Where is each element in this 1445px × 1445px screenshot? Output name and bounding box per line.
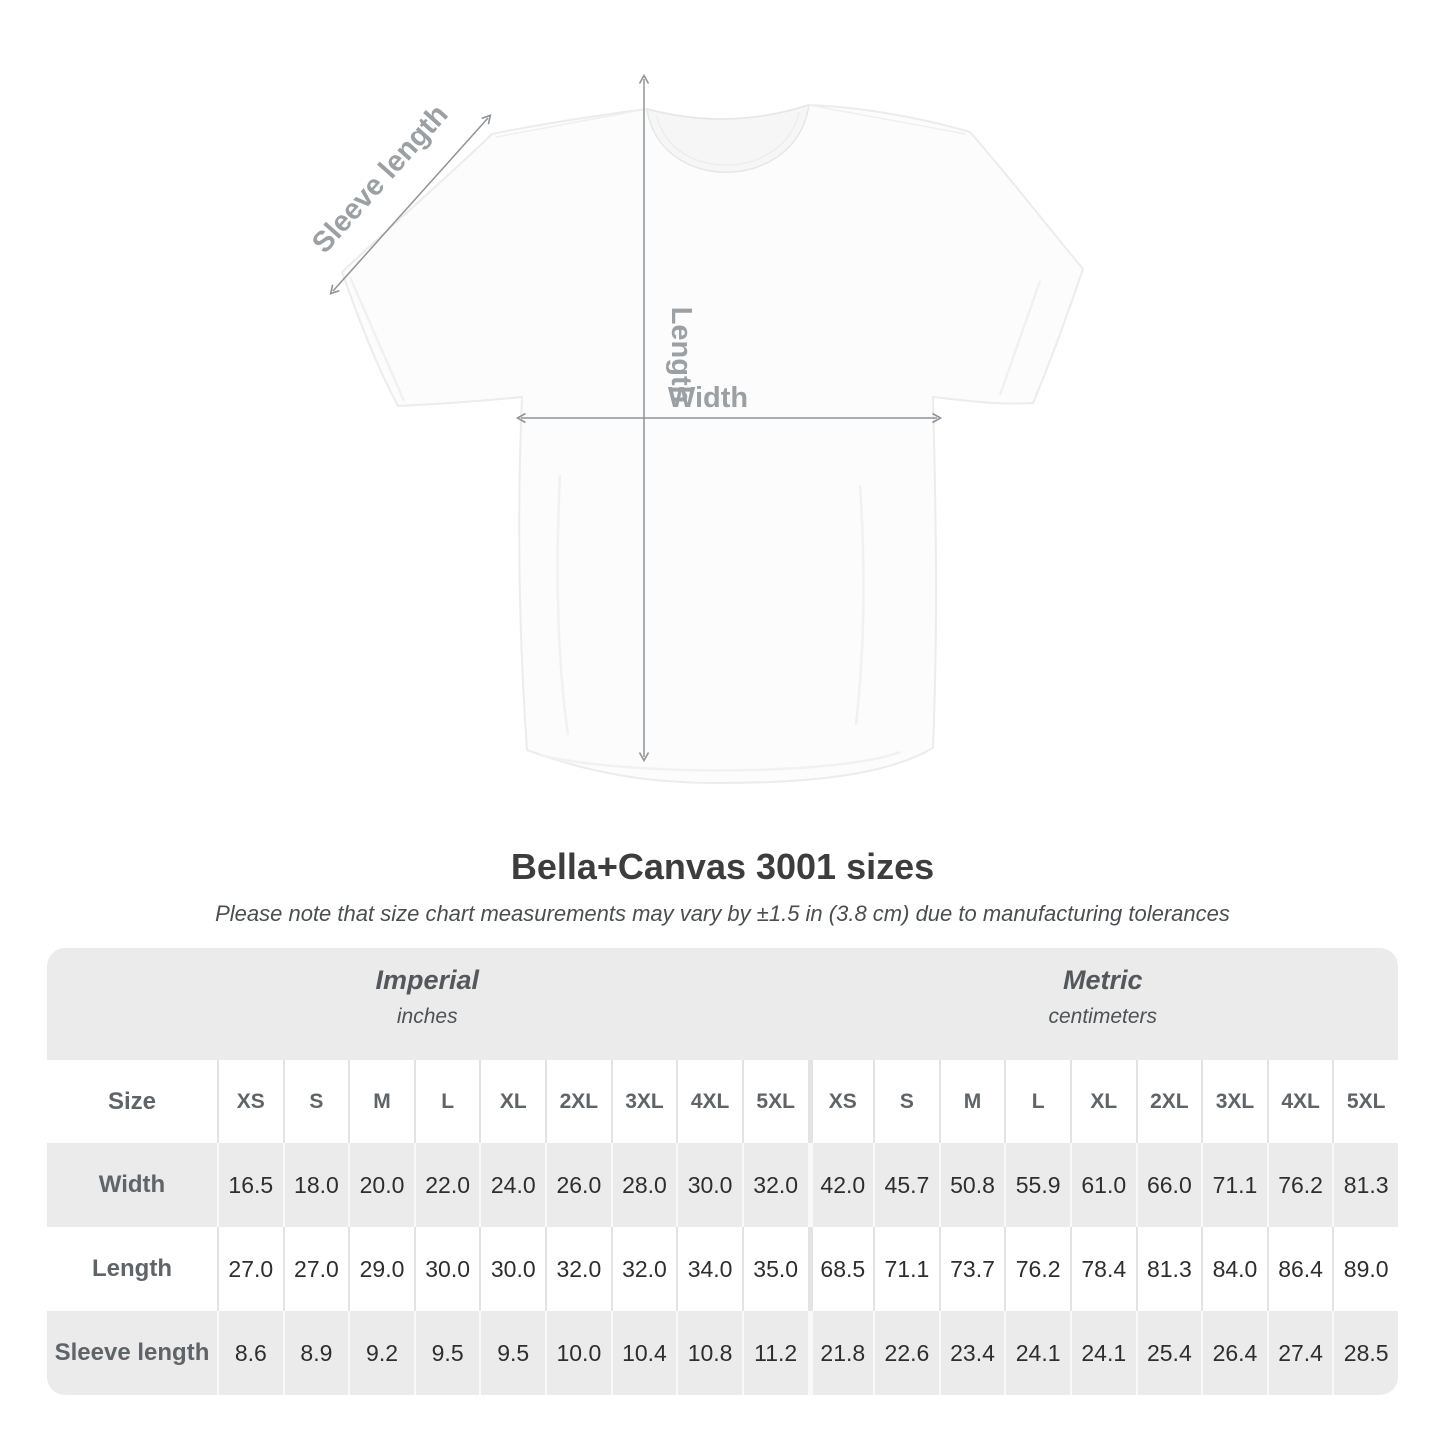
size-col-imperial: L bbox=[413, 1060, 480, 1143]
length-metric-value: 81.3 bbox=[1135, 1227, 1202, 1311]
width-metric-value: 66.0 bbox=[1135, 1143, 1202, 1227]
sleeve-metric-value: 23.4 bbox=[938, 1311, 1005, 1395]
sleeve-imperial-value: 10.4 bbox=[610, 1311, 677, 1395]
length-metric-value: 76.2 bbox=[1004, 1227, 1070, 1311]
length-imperial-value: 35.0 bbox=[741, 1227, 808, 1311]
sleeve-metric-value: 25.4 bbox=[1135, 1311, 1202, 1395]
size-col-metric: 2XL bbox=[1135, 1060, 1202, 1143]
row-label: Width bbox=[47, 1143, 217, 1227]
sleeve-metric-value: 24.1 bbox=[1004, 1311, 1070, 1395]
size-col-metric: S bbox=[873, 1060, 939, 1143]
sleeve-metric-value: 26.4 bbox=[1201, 1311, 1267, 1395]
size-col-imperial: 3XL bbox=[610, 1060, 677, 1143]
page-title: Bella+Canvas 3001 sizes bbox=[510, 846, 935, 887]
width-metric-value: 81.3 bbox=[1332, 1143, 1398, 1227]
width-metric-value: 76.2 bbox=[1266, 1143, 1333, 1227]
sleeve-imperial-value: 8.6 bbox=[217, 1311, 283, 1395]
size-col-metric: XS bbox=[807, 1060, 874, 1143]
size-col-metric: 3XL bbox=[1201, 1060, 1267, 1143]
size-col-imperial: 2XL bbox=[545, 1060, 611, 1143]
width-imperial-value: 28.0 bbox=[610, 1143, 677, 1227]
sleeve-imperial-value: 11.2 bbox=[741, 1311, 808, 1395]
sleeve-imperial-value: 9.2 bbox=[348, 1311, 414, 1395]
length-metric-value: 89.0 bbox=[1332, 1227, 1398, 1311]
width-imperial-value: 16.5 bbox=[217, 1143, 283, 1227]
width-imperial-value: 20.0 bbox=[348, 1143, 414, 1227]
length-imperial-value: 34.0 bbox=[676, 1227, 742, 1311]
length-imperial-value: 27.0 bbox=[282, 1227, 349, 1311]
size-header-cell: Size bbox=[47, 1060, 217, 1143]
width-metric-value: 71.1 bbox=[1201, 1143, 1267, 1227]
size-col-metric: XL bbox=[1069, 1060, 1136, 1143]
width-metric-value: 45.7 bbox=[873, 1143, 939, 1227]
length-imperial-value: 32.0 bbox=[610, 1227, 677, 1311]
imperial-label: Imperial bbox=[375, 965, 480, 995]
width-metric-value: 50.8 bbox=[938, 1143, 1005, 1227]
sleeve-imperial-value: 10.8 bbox=[676, 1311, 742, 1395]
tshirt-image bbox=[341, 103, 1084, 784]
width-metric-value: 42.0 bbox=[807, 1143, 874, 1227]
row-label: Length bbox=[47, 1227, 217, 1311]
length-metric-value: 78.4 bbox=[1069, 1227, 1136, 1311]
length-metric-value: 71.1 bbox=[873, 1227, 939, 1311]
tshirt-measurement-diagram: Sleeve length Length Width bbox=[306, 73, 1084, 784]
length-metric-value: 68.5 bbox=[807, 1227, 874, 1311]
size-col-imperial: S bbox=[282, 1060, 349, 1143]
width-metric-value: 61.0 bbox=[1069, 1143, 1136, 1227]
size-col-metric: 5XL bbox=[1332, 1060, 1398, 1143]
metric-unit: centimeters bbox=[1048, 1005, 1158, 1028]
size-col-imperial: 4XL bbox=[676, 1060, 742, 1143]
imperial-unit: inches bbox=[396, 1005, 458, 1028]
size-table: Imperial inches Metric centimeters Size … bbox=[47, 948, 1398, 1395]
imperial-section-header: Imperial inches bbox=[47, 948, 808, 1060]
sleeve-imperial-value: 9.5 bbox=[413, 1311, 480, 1395]
sleeve-metric-value: 24.1 bbox=[1069, 1311, 1136, 1395]
length-imperial-value: 30.0 bbox=[413, 1227, 480, 1311]
length-imperial-value: 32.0 bbox=[545, 1227, 611, 1311]
width-imperial-value: 18.0 bbox=[282, 1143, 349, 1227]
metric-section-header: Metric centimeters bbox=[807, 948, 1398, 1060]
width-label: Width bbox=[668, 382, 748, 414]
width-imperial-value: 26.0 bbox=[545, 1143, 611, 1227]
measurement-arrows bbox=[329, 73, 943, 763]
sleeve-imperial-value: 8.9 bbox=[282, 1311, 349, 1395]
size-col-metric: 4XL bbox=[1266, 1060, 1333, 1143]
row-label: Sleeve length bbox=[47, 1311, 217, 1395]
size-col-imperial: M bbox=[348, 1060, 414, 1143]
width-imperial-value: 32.0 bbox=[741, 1143, 808, 1227]
length-imperial-value: 30.0 bbox=[479, 1227, 546, 1311]
size-col-metric: M bbox=[938, 1060, 1005, 1143]
length-imperial-value: 29.0 bbox=[348, 1227, 414, 1311]
tshirt-outline bbox=[341, 104, 1084, 784]
size-col-imperial: 5XL bbox=[741, 1060, 808, 1143]
length-imperial-value: 27.0 bbox=[217, 1227, 283, 1311]
width-metric-value: 55.9 bbox=[1004, 1143, 1070, 1227]
width-imperial-value: 24.0 bbox=[479, 1143, 546, 1227]
size-col-imperial: XS bbox=[217, 1060, 283, 1143]
sleeve-metric-value: 21.8 bbox=[807, 1311, 874, 1395]
tolerance-note: Please note that size chart measurements… bbox=[215, 901, 1230, 926]
width-imperial-value: 22.0 bbox=[413, 1143, 480, 1227]
size-col-metric: L bbox=[1004, 1060, 1070, 1143]
fabric-folds bbox=[348, 276, 1042, 772]
length-metric-value: 73.7 bbox=[938, 1227, 1005, 1311]
metric-label: Metric bbox=[1062, 965, 1143, 995]
length-metric-value: 86.4 bbox=[1266, 1227, 1333, 1311]
sleeve-metric-value: 28.5 bbox=[1332, 1311, 1398, 1395]
shoulder-seams bbox=[495, 104, 967, 138]
width-imperial-value: 30.0 bbox=[676, 1143, 742, 1227]
sleeve-imperial-value: 9.5 bbox=[479, 1311, 546, 1395]
length-metric-value: 84.0 bbox=[1201, 1227, 1267, 1311]
sleeve-length-arrow bbox=[329, 114, 492, 295]
length-label: Length bbox=[665, 307, 697, 404]
sleeve-metric-value: 22.6 bbox=[873, 1311, 939, 1395]
collar-inner-seam bbox=[656, 111, 800, 166]
size-col-imperial: XL bbox=[479, 1060, 546, 1143]
sleeve-imperial-value: 10.0 bbox=[545, 1311, 611, 1395]
sleeve-metric-value: 27.4 bbox=[1266, 1311, 1333, 1395]
